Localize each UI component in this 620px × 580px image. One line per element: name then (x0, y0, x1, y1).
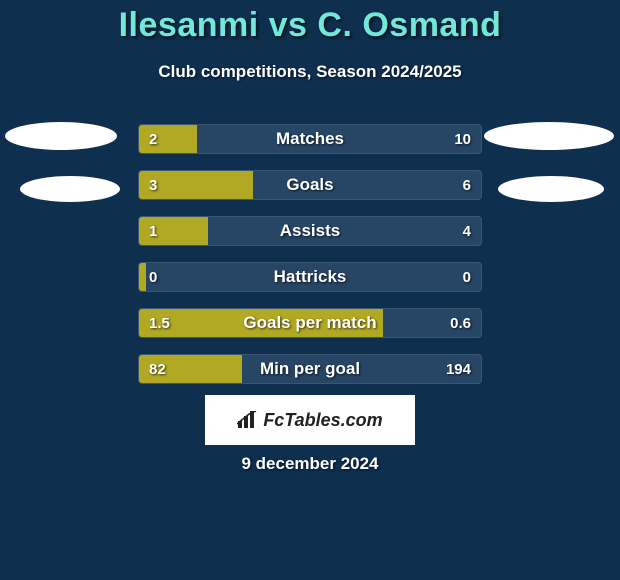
date-text: 9 december 2024 (0, 454, 620, 474)
stat-value-right: 0.6 (450, 309, 471, 337)
stat-row: 82194Min per goal (138, 354, 482, 384)
stat-value-left: 0 (149, 263, 157, 291)
stat-left-fill (139, 263, 146, 291)
stat-row: 210Matches (138, 124, 482, 154)
oval-badge (484, 122, 614, 150)
stat-label: Hattricks (139, 263, 481, 291)
brand-badge: FcTables.com (205, 395, 415, 445)
stat-value-right: 194 (446, 355, 471, 383)
stat-value-right: 6 (463, 171, 471, 199)
stat-value-left: 3 (149, 171, 157, 199)
stat-value-left: 1 (149, 217, 157, 245)
oval-badge (20, 176, 120, 202)
stat-value-right: 0 (463, 263, 471, 291)
oval-badge (498, 176, 604, 202)
stat-value-right: 4 (463, 217, 471, 245)
page-title: Ilesanmi vs C. Osmand (0, 6, 620, 45)
stat-row: 14Assists (138, 216, 482, 246)
comparison-canvas: Ilesanmi vs C. Osmand Club competitions,… (0, 0, 620, 580)
stat-left-fill (139, 125, 197, 153)
brand-text: FcTables.com (263, 410, 382, 431)
bars-icon (237, 411, 259, 429)
page-subtitle: Club competitions, Season 2024/2025 (0, 62, 620, 82)
oval-badge (5, 122, 117, 150)
stats-bar-area: 210Matches36Goals14Assists00Hattricks1.5… (138, 124, 482, 400)
stat-left-fill (139, 309, 383, 337)
stat-row: 1.50.6Goals per match (138, 308, 482, 338)
stat-value-left: 2 (149, 125, 157, 153)
stat-row: 36Goals (138, 170, 482, 200)
stat-value-right: 10 (454, 125, 471, 153)
stat-value-left: 1.5 (149, 309, 170, 337)
stat-row: 0 0Hattricks (138, 262, 482, 292)
stat-value-left: 82 (149, 355, 166, 383)
